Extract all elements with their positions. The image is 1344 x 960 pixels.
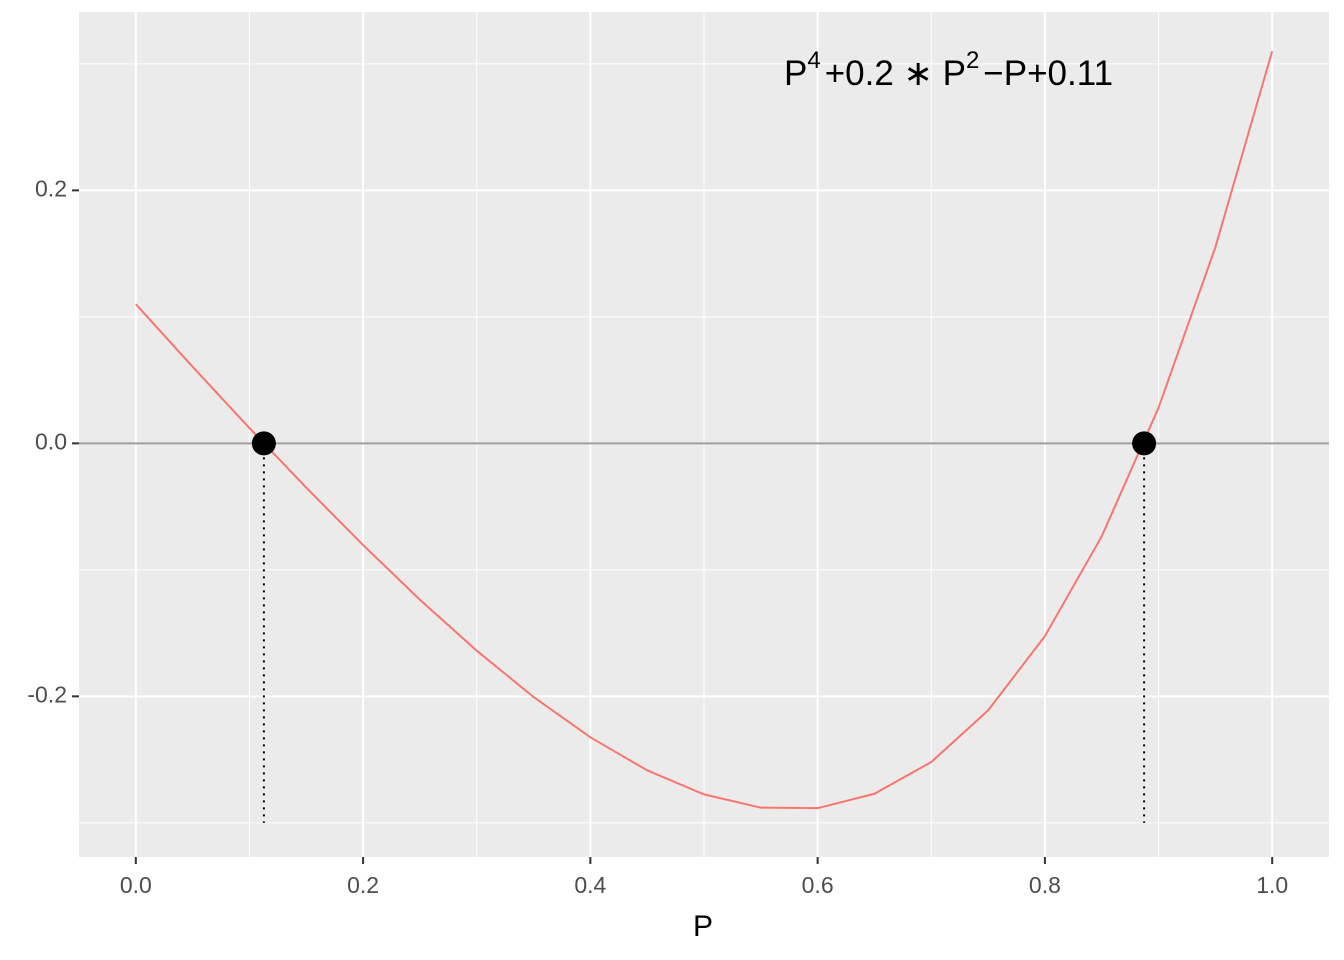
x-tick-label: 0.8 bbox=[1029, 872, 1061, 898]
annotation-part: P bbox=[784, 54, 807, 93]
root-point bbox=[1132, 431, 1157, 456]
annotation-sup: 2 bbox=[966, 47, 979, 74]
annotation: P4 +0.2 ∗ P2 −P+0.11 bbox=[784, 47, 1113, 93]
x-tick-label: 0.2 bbox=[347, 872, 379, 898]
y-tick-label: 0.0 bbox=[35, 428, 67, 454]
y-tick-label: -0.2 bbox=[27, 681, 67, 707]
curve bbox=[135, 50, 1274, 810]
marks bbox=[79, 50, 1329, 823]
x-tick-label: 1.0 bbox=[1256, 872, 1288, 898]
grid bbox=[79, 12, 1329, 857]
annotation-part: −P+0.11 bbox=[983, 54, 1113, 93]
x-tick-label: 0.0 bbox=[120, 872, 152, 898]
y-tick-label: 0.2 bbox=[35, 175, 67, 201]
axes: 0.0 0.2 0.4 0.6 0.8 1.0 -0.2 0.0 0.2 bbox=[27, 175, 1288, 898]
x-tick-label: 0.4 bbox=[574, 872, 606, 898]
x-axis-title: P bbox=[693, 910, 713, 943]
annotation-sup: 4 bbox=[807, 47, 820, 74]
x-tick-label: 0.6 bbox=[802, 872, 834, 898]
root-point bbox=[251, 431, 276, 456]
annotation-part: +0.2 ∗ P bbox=[825, 54, 966, 93]
